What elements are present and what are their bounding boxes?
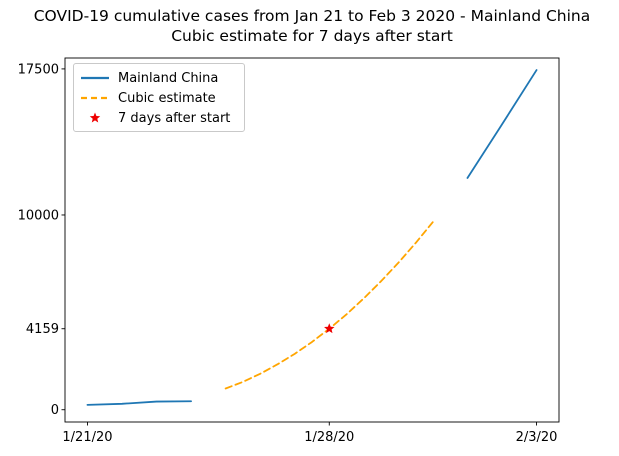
y-tick-label: 17500 [18,62,59,77]
star-marker-sample-icon [89,112,101,123]
series-cubic-estimate [224,221,434,390]
legend-label: Mainland China [118,70,219,86]
y-tick-label: 0 [51,403,59,418]
chart-title: COVID-19 cumulative cases from Jan 21 to… [12,6,612,46]
legend-box: Mainland China Cubic estimate 7 days aft… [73,63,245,132]
plot-border [64,57,560,423]
x-tick-label: 2/3/20 [516,430,558,445]
legend-label: Cubic estimate [118,90,216,106]
series-mainland-china [466,69,538,179]
legend-item-cubic-estimate: Cubic estimate [80,88,238,108]
seven-days-after-start-marker [324,323,335,334]
chart-title-line1: COVID-19 cumulative cases from Jan 21 to… [33,7,591,25]
dashed-line-sample-icon [81,96,109,100]
solid-line-sample-icon [81,76,109,80]
x-tick-label: 1/28/20 [304,430,354,445]
legend-label: 7 days after start [118,110,231,126]
x-tick-label: 1/21/20 [62,430,112,445]
series-mainland-china [86,400,192,406]
legend-item-mainland-china: Mainland China [80,68,238,88]
y-tick-label: 4159 [26,322,59,337]
y-tick-label: 10000 [18,208,59,223]
legend-item-7-days-after-start: 7 days after start [80,108,238,128]
chart-title-line2: Cubic estimate for 7 days after start [171,27,453,45]
